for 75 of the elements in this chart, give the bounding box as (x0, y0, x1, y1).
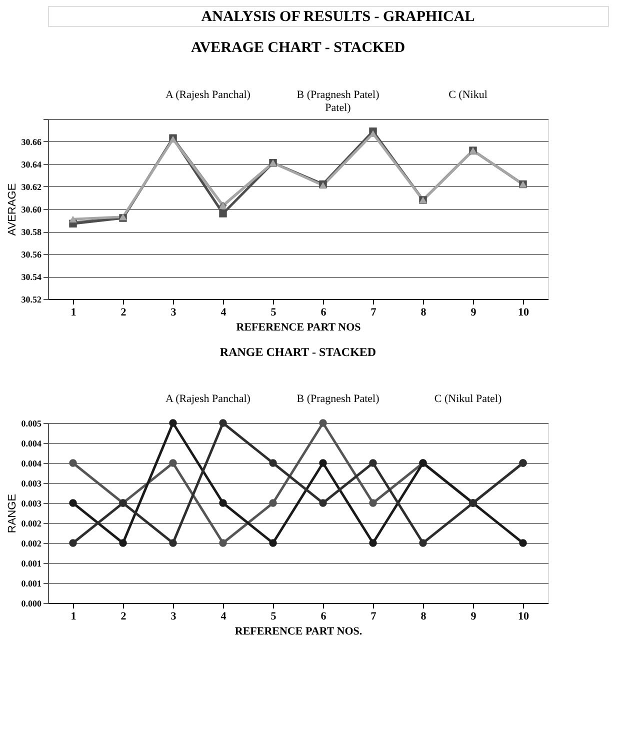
point (319, 459, 327, 467)
point (369, 130, 377, 137)
point (69, 539, 77, 547)
point (219, 210, 227, 218)
x-axis-title: REFERENCE PART NOS (236, 322, 361, 334)
y-tick-label: 0.003 (21, 478, 42, 488)
x-tick-label: 10 (518, 306, 530, 318)
point (119, 539, 127, 547)
x-tick-label: 2 (120, 610, 127, 622)
x-tick-label: 5 (270, 306, 277, 318)
point (319, 419, 327, 427)
x-tick-label: 1 (70, 306, 76, 318)
point (69, 459, 77, 467)
point (169, 539, 177, 547)
y-axis-title: AVERAGE (6, 183, 18, 236)
y-tick-label: 30.64 (21, 160, 42, 170)
y-tick-label: 30.54 (21, 272, 42, 282)
point (69, 216, 77, 222)
y-tick-label: 0.001 (21, 578, 42, 588)
x-tick-label: 4 (220, 306, 227, 318)
point (369, 539, 377, 547)
y-tick-label: 0.002 (21, 538, 42, 548)
point (169, 419, 177, 427)
y-tick-label: 30.56 (21, 250, 42, 260)
y-tick-label: 0.005 (21, 418, 42, 428)
text: A (Rajesh Panchal) (166, 89, 251, 101)
chart-title: AVERAGE CHART - STACKED (190, 40, 406, 56)
point (169, 459, 177, 467)
x-tick-label: 6 (320, 610, 327, 622)
point (519, 539, 527, 547)
x-tick-label: 7 (370, 610, 377, 622)
y-tick-label: 30.58 (21, 227, 42, 237)
y-tick-label: 0.001 (21, 558, 42, 568)
y-tick-label: 30.66 (21, 137, 42, 147)
y-tick-label: 0.000 (21, 598, 42, 608)
text: B (Pragnesh Patel) (296, 393, 380, 405)
x-tick-label: 3 (170, 306, 177, 318)
y-tick-label: 0.004 (21, 458, 42, 468)
x-tick-label: 10 (518, 610, 530, 622)
x-tick-label: 9 (470, 306, 477, 318)
text: ANALYSIS OF RESULTS - GRAPHICAL (201, 9, 475, 25)
y-tick-label: 30.52 (21, 294, 42, 304)
x-tick-label: 8 (420, 610, 427, 622)
point (269, 499, 277, 507)
text: A (Rajesh Panchal) (166, 393, 251, 405)
y-tick-label: 0.003 (21, 498, 42, 508)
point (69, 499, 77, 507)
point (419, 539, 427, 547)
x-tick-label: 1 (70, 610, 76, 622)
x-tick-label: 4 (220, 610, 227, 622)
point (219, 499, 227, 507)
y-tick-label: 30.60 (21, 204, 42, 214)
point (219, 419, 227, 427)
chart-title: RANGE CHART - STACKED (220, 345, 376, 359)
x-tick-label: 8 (420, 306, 427, 318)
x-tick-label: 5 (270, 610, 277, 622)
point (369, 499, 377, 507)
x-tick-label: 7 (370, 306, 377, 318)
y-tick-label: 0.004 (21, 438, 42, 448)
x-tick-label: 3 (170, 610, 177, 622)
point (319, 499, 327, 507)
y-tick-label: 30.62 (21, 182, 42, 192)
x-axis-title: REFERENCE PART NOS. (234, 626, 362, 638)
point (219, 539, 227, 547)
point (269, 539, 277, 547)
x-tick-label: 9 (470, 610, 477, 622)
text: B (Pragnesh Patel) Patel) (296, 89, 380, 114)
point (269, 459, 277, 467)
y-axis-title: RANGE (6, 494, 18, 534)
x-tick-label: 2 (120, 306, 127, 318)
point (369, 459, 377, 467)
text: C (Nikul Patel) (434, 393, 502, 405)
x-tick-label: 6 (320, 306, 327, 318)
y-tick-label: 0.002 (21, 518, 42, 528)
text: C (Nikul (448, 89, 488, 101)
